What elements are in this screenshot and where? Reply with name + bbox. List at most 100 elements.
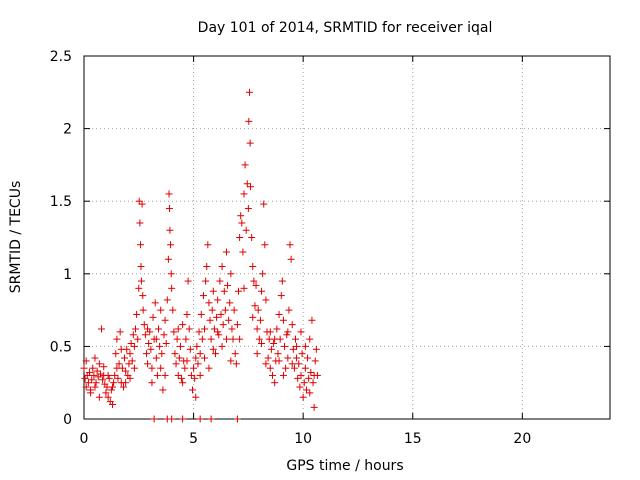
data-point — [244, 204, 252, 212]
data-point — [172, 360, 180, 368]
data-point — [165, 190, 173, 198]
chart-title: Day 101 of 2014, SRMTID for receiver iqa… — [198, 20, 493, 36]
data-point — [145, 339, 153, 347]
data-point — [227, 270, 235, 278]
data-point — [266, 328, 274, 336]
data-point — [260, 200, 268, 208]
data-point — [160, 331, 168, 339]
data-point — [122, 367, 130, 375]
data-point — [204, 241, 212, 249]
data-point — [310, 403, 318, 411]
data-point — [288, 360, 296, 368]
data-point — [87, 389, 95, 397]
data-point — [254, 306, 262, 314]
data-point — [104, 393, 112, 401]
y-tick-labels: 0 0.5 1 1.5 2 2.5 — [50, 49, 72, 428]
y-tick-label: 0.5 — [50, 339, 72, 355]
data-point — [141, 331, 149, 339]
data-point — [82, 383, 90, 391]
data-point — [293, 342, 301, 350]
data-point — [301, 342, 309, 350]
x-tick-labels: 0 5 10 15 20 — [80, 431, 532, 447]
data-point — [159, 386, 167, 394]
data-point — [137, 263, 145, 271]
y-tick-label: 1 — [63, 267, 72, 283]
data-point — [222, 248, 230, 256]
data-point — [308, 316, 316, 324]
data-point — [198, 335, 206, 343]
data-point — [283, 331, 291, 339]
data-point — [151, 299, 159, 307]
data-point — [199, 292, 207, 300]
data-point — [279, 316, 287, 324]
data-point — [117, 345, 125, 353]
data-point — [139, 306, 147, 314]
data-point — [161, 371, 169, 379]
data-point — [102, 389, 110, 397]
data-point — [142, 350, 150, 358]
data-point — [208, 306, 216, 314]
data-point — [286, 241, 294, 249]
data-point — [270, 339, 278, 347]
data-point — [307, 369, 315, 377]
data-point — [152, 354, 160, 362]
data-point — [288, 321, 296, 329]
data-point — [190, 364, 198, 372]
data-point — [268, 371, 276, 379]
data-point — [242, 226, 250, 234]
data-point — [196, 350, 204, 358]
data-point — [261, 241, 269, 249]
data-point — [89, 364, 97, 372]
data-point — [250, 277, 258, 285]
data-point — [293, 354, 301, 362]
data-point — [245, 117, 253, 125]
data-point — [294, 374, 302, 382]
data-point — [205, 299, 213, 307]
data-point — [284, 328, 292, 336]
data-point — [207, 415, 215, 423]
data-point — [226, 299, 234, 307]
data-point — [165, 204, 173, 212]
data-point — [217, 310, 225, 318]
data-point — [306, 335, 314, 343]
data-point — [90, 371, 98, 379]
data-point — [236, 335, 244, 343]
data-point — [287, 255, 295, 263]
data-point — [256, 316, 264, 324]
data-point — [108, 383, 116, 391]
data-point — [298, 350, 306, 358]
data-point — [135, 284, 143, 292]
data-point — [155, 325, 163, 333]
y-tick-label: 0 — [63, 412, 72, 428]
data-point — [262, 360, 270, 368]
data-point — [309, 379, 317, 387]
data-point — [279, 371, 287, 379]
data-point — [196, 415, 204, 423]
data-point — [218, 342, 226, 350]
data-point — [127, 339, 135, 347]
data-point — [121, 354, 129, 362]
data-point — [243, 180, 251, 188]
data-point — [228, 325, 236, 333]
data-point — [168, 415, 176, 423]
data-point — [152, 335, 160, 343]
data-point — [229, 335, 237, 343]
data-point — [153, 371, 161, 379]
data-point — [252, 281, 260, 289]
data-point — [253, 350, 261, 358]
data-point — [135, 197, 143, 205]
data-point — [98, 325, 106, 333]
data-point — [236, 234, 244, 241]
data-point — [209, 287, 217, 295]
data-point — [128, 357, 136, 365]
data-point — [251, 302, 259, 310]
data-point — [285, 306, 293, 314]
data-point — [271, 379, 279, 387]
data-point — [82, 357, 90, 365]
data-point — [134, 335, 142, 343]
data-point — [304, 354, 312, 362]
data-point — [99, 376, 107, 384]
data-point — [130, 342, 138, 350]
data-point — [312, 345, 320, 353]
data-point — [168, 284, 176, 292]
